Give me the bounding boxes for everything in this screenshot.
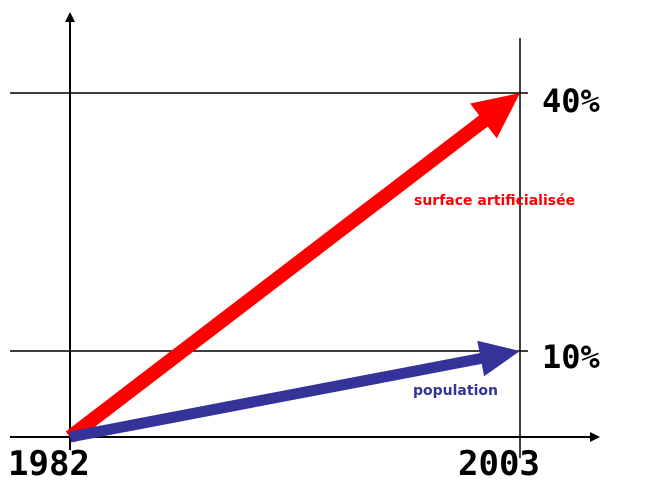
- series-line-1: [68, 352, 484, 443]
- grid-lines: [10, 38, 528, 458]
- series-line-0: [65, 114, 490, 443]
- x-tick-label-end: 2003: [458, 444, 540, 482]
- series-arrow-0: [65, 93, 520, 443]
- y-tick-label-low: 10%: [542, 338, 601, 376]
- series-label-population: population: [413, 383, 498, 399]
- series-arrow-1: [68, 340, 520, 443]
- y-tick-label-high: 40%: [542, 82, 601, 120]
- series-label-surface: surface artificialisée: [414, 193, 575, 209]
- series-arrows: [65, 93, 520, 443]
- x-tick-label-start: 1982: [8, 444, 90, 482]
- series-arrowhead-1: [477, 340, 520, 377]
- series-arrowhead-0: [470, 93, 520, 139]
